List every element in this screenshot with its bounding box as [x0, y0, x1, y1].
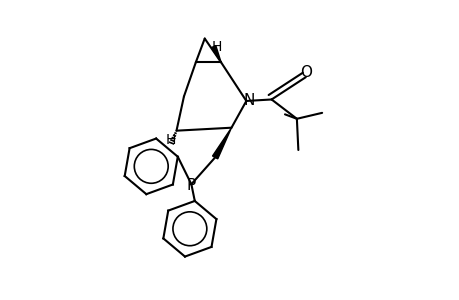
Polygon shape	[212, 128, 231, 159]
Text: H: H	[211, 40, 221, 55]
Text: O: O	[299, 65, 311, 80]
Polygon shape	[211, 46, 221, 62]
Text: P: P	[186, 178, 196, 193]
Text: H: H	[165, 133, 175, 147]
Text: N: N	[243, 94, 254, 109]
